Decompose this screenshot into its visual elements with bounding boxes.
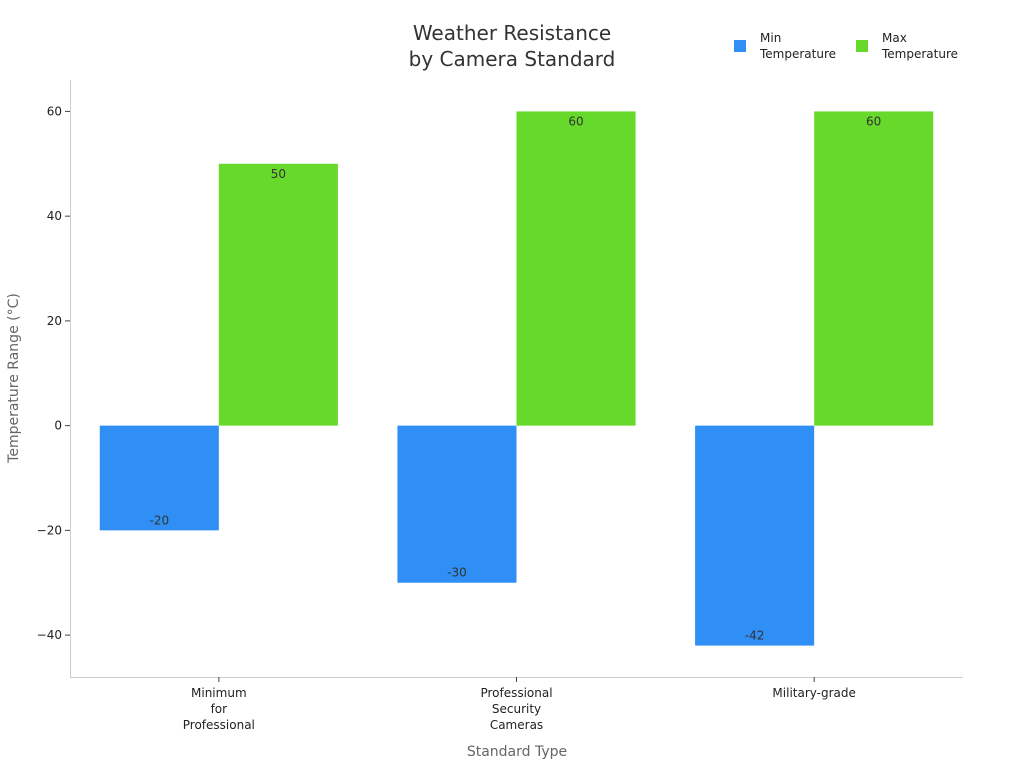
x-axis-label: Standard Type: [467, 744, 567, 760]
bar: [218, 163, 338, 426]
data-label: -30: [447, 566, 467, 580]
y-tick-label: 0: [54, 419, 62, 433]
y-tick-label: −20: [37, 523, 62, 537]
bar: [397, 425, 517, 583]
y-tick-label: 40: [47, 209, 62, 223]
bar: [99, 425, 219, 531]
chart-title: Weather Resistance by Camera Standard: [409, 21, 616, 71]
data-label: 60: [866, 114, 881, 128]
data-label: -42: [745, 629, 765, 643]
x-tick-label: Minimum for Professional: [183, 686, 255, 732]
bar: [814, 111, 934, 426]
legend-swatch: [734, 40, 746, 52]
y-tick-label: 20: [47, 314, 62, 328]
x-tick-label: Professional Security Cameras: [480, 686, 552, 732]
y-tick-label: 60: [47, 104, 62, 118]
legend-label: Max Temperature: [881, 31, 958, 61]
data-label: 50: [271, 167, 286, 181]
data-label: 60: [568, 114, 583, 128]
y-axis-label: Temperature Range (°C): [6, 293, 22, 464]
data-label: -20: [149, 513, 169, 527]
y-tick-label: −40: [37, 628, 62, 642]
legend-swatch: [856, 40, 868, 52]
bar: [695, 425, 815, 646]
legend-label: Min Temperature: [759, 31, 836, 61]
x-tick-label: Military-grade: [772, 686, 855, 700]
bar: [516, 111, 636, 426]
